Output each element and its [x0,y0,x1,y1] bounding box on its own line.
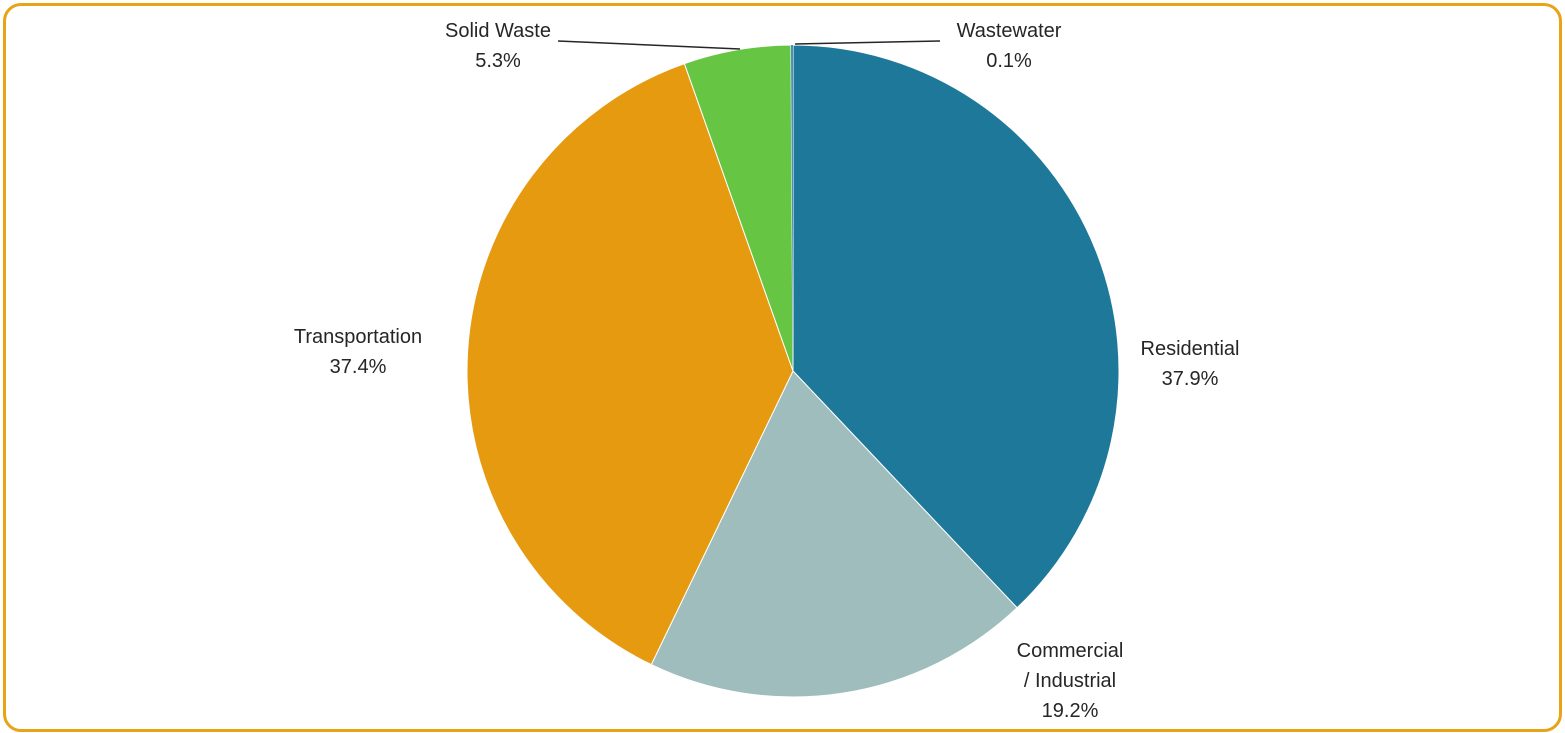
pie-slice-commercial-industrial [650,370,1018,698]
slice-name-label: Commercial [1017,640,1124,662]
slice-labels: Residential 37.9% Commercial / Industrial 19… [294,20,1240,722]
pie-slices [466,44,1120,698]
slice-name-label: Wastewater [957,20,1062,42]
slice-label-wastewater: Wastewater 0.1% [957,20,1062,72]
slice-name-label: / Industrial [1024,670,1116,692]
pie-slice-wastewater [790,45,793,371]
slice-name-label: Transportation [294,326,422,348]
slice-value-label: 37.9% [1162,368,1219,390]
leader-lines [557,40,941,50]
leader-line-solid-waste [557,40,741,50]
pie-slice-transportation [466,62,794,666]
slice-label-commercial-industrial: Commercial / Industrial 19.2% [1017,640,1124,722]
slice-label-solid-waste: Solid Waste 5.3% [445,20,551,72]
slice-label-transportation: Transportation 37.4% [294,326,422,378]
slice-label-residential: Residential 37.9% [1141,338,1240,390]
slice-name-label: Residential [1141,338,1240,360]
slice-value-label: 37.4% [330,356,387,378]
slice-value-label: 5.3% [475,50,521,72]
leader-line-wastewater [794,40,941,45]
pie-slice-residential [792,44,1120,609]
slice-value-label: 0.1% [986,50,1032,72]
slice-name-label: Solid Waste [445,20,551,42]
slice-value-label: 19.2% [1042,700,1099,722]
pie-slice-solid-waste [683,44,794,372]
